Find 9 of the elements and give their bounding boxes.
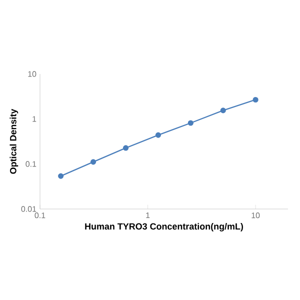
point (188, 120, 194, 126)
point (122, 145, 129, 151)
point (58, 173, 64, 179)
point (90, 159, 96, 165)
point (155, 132, 162, 138)
x-axis-title: Human TYRO3 Concentration(ng/mL) (85, 223, 244, 232)
y-axis-title: Optical Density (10, 108, 18, 174)
point (220, 108, 226, 114)
point (252, 96, 258, 103)
